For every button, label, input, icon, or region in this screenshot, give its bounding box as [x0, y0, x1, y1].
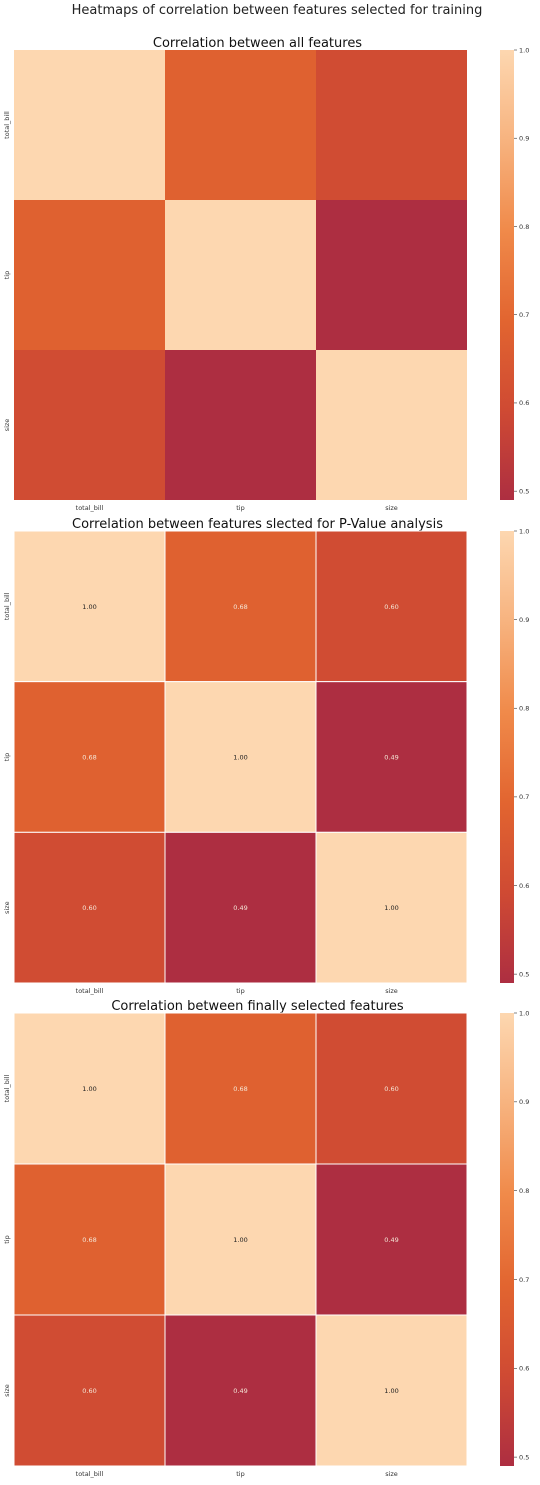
heatmap-cell	[315, 681, 468, 833]
y-tick-label: tip	[3, 1235, 11, 1243]
heatmap-cell	[165, 350, 316, 500]
heatmap-cell	[14, 200, 165, 350]
heatmap-cell	[14, 50, 165, 200]
x-tick-label: tip	[236, 504, 244, 512]
y-tick-label: size	[3, 419, 11, 432]
colorbar-tick-label: 0.5	[519, 970, 529, 978]
heatmap-cell	[315, 530, 468, 683]
y-tick-label: size	[3, 1384, 11, 1397]
colorbar-tick-label: 0.8	[519, 705, 529, 713]
heatmap-cell	[165, 50, 316, 200]
heatmap-cell	[315, 1163, 468, 1316]
heatmap-cell	[164, 831, 317, 984]
colorbar	[500, 1013, 514, 1466]
cell-annotation: 1.00	[384, 1387, 398, 1395]
colorbar-tick-label: 0.7	[519, 1276, 529, 1284]
colorbar-tick-label: 0.9	[519, 135, 529, 143]
heatmap-cell	[315, 1314, 468, 1467]
colorbar-tick-label: 0.6	[519, 1365, 529, 1373]
heatmap-title: Correlation between features slected for…	[72, 517, 443, 532]
colorbar-tick-label: 0.8	[519, 223, 529, 231]
colorbar-tick-label: 0.8	[519, 1187, 529, 1195]
colorbar-tick-label: 0.6	[519, 882, 529, 890]
heatmap-cell	[14, 350, 165, 500]
heatmap-cell	[164, 681, 317, 833]
colorbar-tick-label: 0.7	[519, 311, 529, 319]
heatmap-panel-1: Correlation between all features total_bi…	[3, 36, 529, 512]
cell-annotation: 0.60	[384, 1085, 398, 1093]
cell-annotation: 0.49	[384, 754, 398, 762]
cell-annotation: 0.60	[82, 904, 96, 912]
cell-annotation: 0.49	[233, 904, 247, 912]
colorbar-tick-label: 0.6	[519, 399, 529, 407]
heatmap-title: Correlation between all features	[153, 36, 362, 51]
heatmap-cell	[13, 831, 166, 984]
cell-annotation: 0.49	[233, 1387, 247, 1395]
cell-annotation: 0.60	[384, 603, 398, 611]
cell-annotation: 1.00	[82, 603, 96, 611]
x-tick-label: total_bill	[76, 1470, 104, 1478]
heatmap-panel-2: Correlation between features slected for…	[3, 517, 529, 995]
cell-annotation: 0.68	[82, 1236, 96, 1244]
figure-suptitle: Heatmaps of correlation between features…	[72, 3, 483, 18]
x-tick-label: size	[385, 1470, 398, 1478]
x-tick-label: total_bill	[76, 987, 104, 995]
heatmap-cell	[164, 1012, 317, 1165]
heatmap-panels: Correlation between all features total_bi…	[3, 36, 529, 1478]
cell-annotation: 0.68	[233, 603, 247, 611]
colorbar-tick-label: 1.0	[519, 46, 529, 54]
cell-annotation: 1.00	[233, 754, 247, 762]
heatmap-cell	[315, 1012, 468, 1165]
heatmap-cell	[316, 200, 467, 350]
x-tick-label: tip	[236, 987, 244, 995]
cell-annotation: 1.00	[233, 1236, 247, 1244]
y-tick-label: tip	[3, 271, 11, 279]
x-tick-label: size	[385, 504, 398, 512]
y-tick-label: tip	[3, 753, 11, 761]
heatmap-cell	[13, 681, 166, 833]
heatmap-panel-3: Correlation between finally selected fea…	[3, 999, 529, 1478]
colorbar	[500, 531, 514, 983]
cell-annotation: 0.68	[82, 754, 96, 762]
heatmap-cell	[164, 1163, 317, 1316]
colorbar-tick-label: 0.9	[519, 1098, 529, 1106]
heatmap-cell	[13, 1012, 166, 1165]
y-tick-label: size	[3, 901, 11, 914]
cell-annotation: 0.60	[82, 1387, 96, 1395]
colorbar	[500, 50, 514, 500]
x-tick-label: size	[385, 987, 398, 995]
heatmap-cell	[315, 831, 468, 984]
x-tick-label: tip	[236, 1470, 244, 1478]
heatmap-cell	[316, 50, 467, 200]
colorbar-tick-label: 1.0	[519, 1009, 529, 1017]
y-tick-label: total_bill	[3, 1074, 11, 1102]
colorbar-tick-label: 0.7	[519, 793, 529, 801]
heatmap-cell	[316, 350, 467, 500]
cell-annotation: 1.00	[82, 1085, 96, 1093]
colorbar-tick-label: 1.0	[519, 527, 529, 535]
cell-annotation: 0.68	[233, 1085, 247, 1093]
y-tick-label: total_bill	[3, 592, 11, 620]
cell-annotation: 1.00	[384, 904, 398, 912]
cell-annotation: 0.49	[384, 1236, 398, 1244]
heatmap-cell	[165, 200, 316, 350]
colorbar-tick-label: 0.5	[519, 487, 529, 495]
heatmap-cell	[164, 1314, 317, 1467]
heatmap-cell	[13, 1163, 166, 1316]
colorbar-tick-label: 0.5	[519, 1453, 529, 1461]
heatmap-cell	[13, 1314, 166, 1467]
x-tick-label: total_bill	[76, 504, 104, 512]
y-tick-label: total_bill	[3, 111, 11, 139]
heatmap-title: Correlation between finally selected fea…	[111, 999, 404, 1014]
colorbar-tick-label: 0.9	[519, 616, 529, 624]
